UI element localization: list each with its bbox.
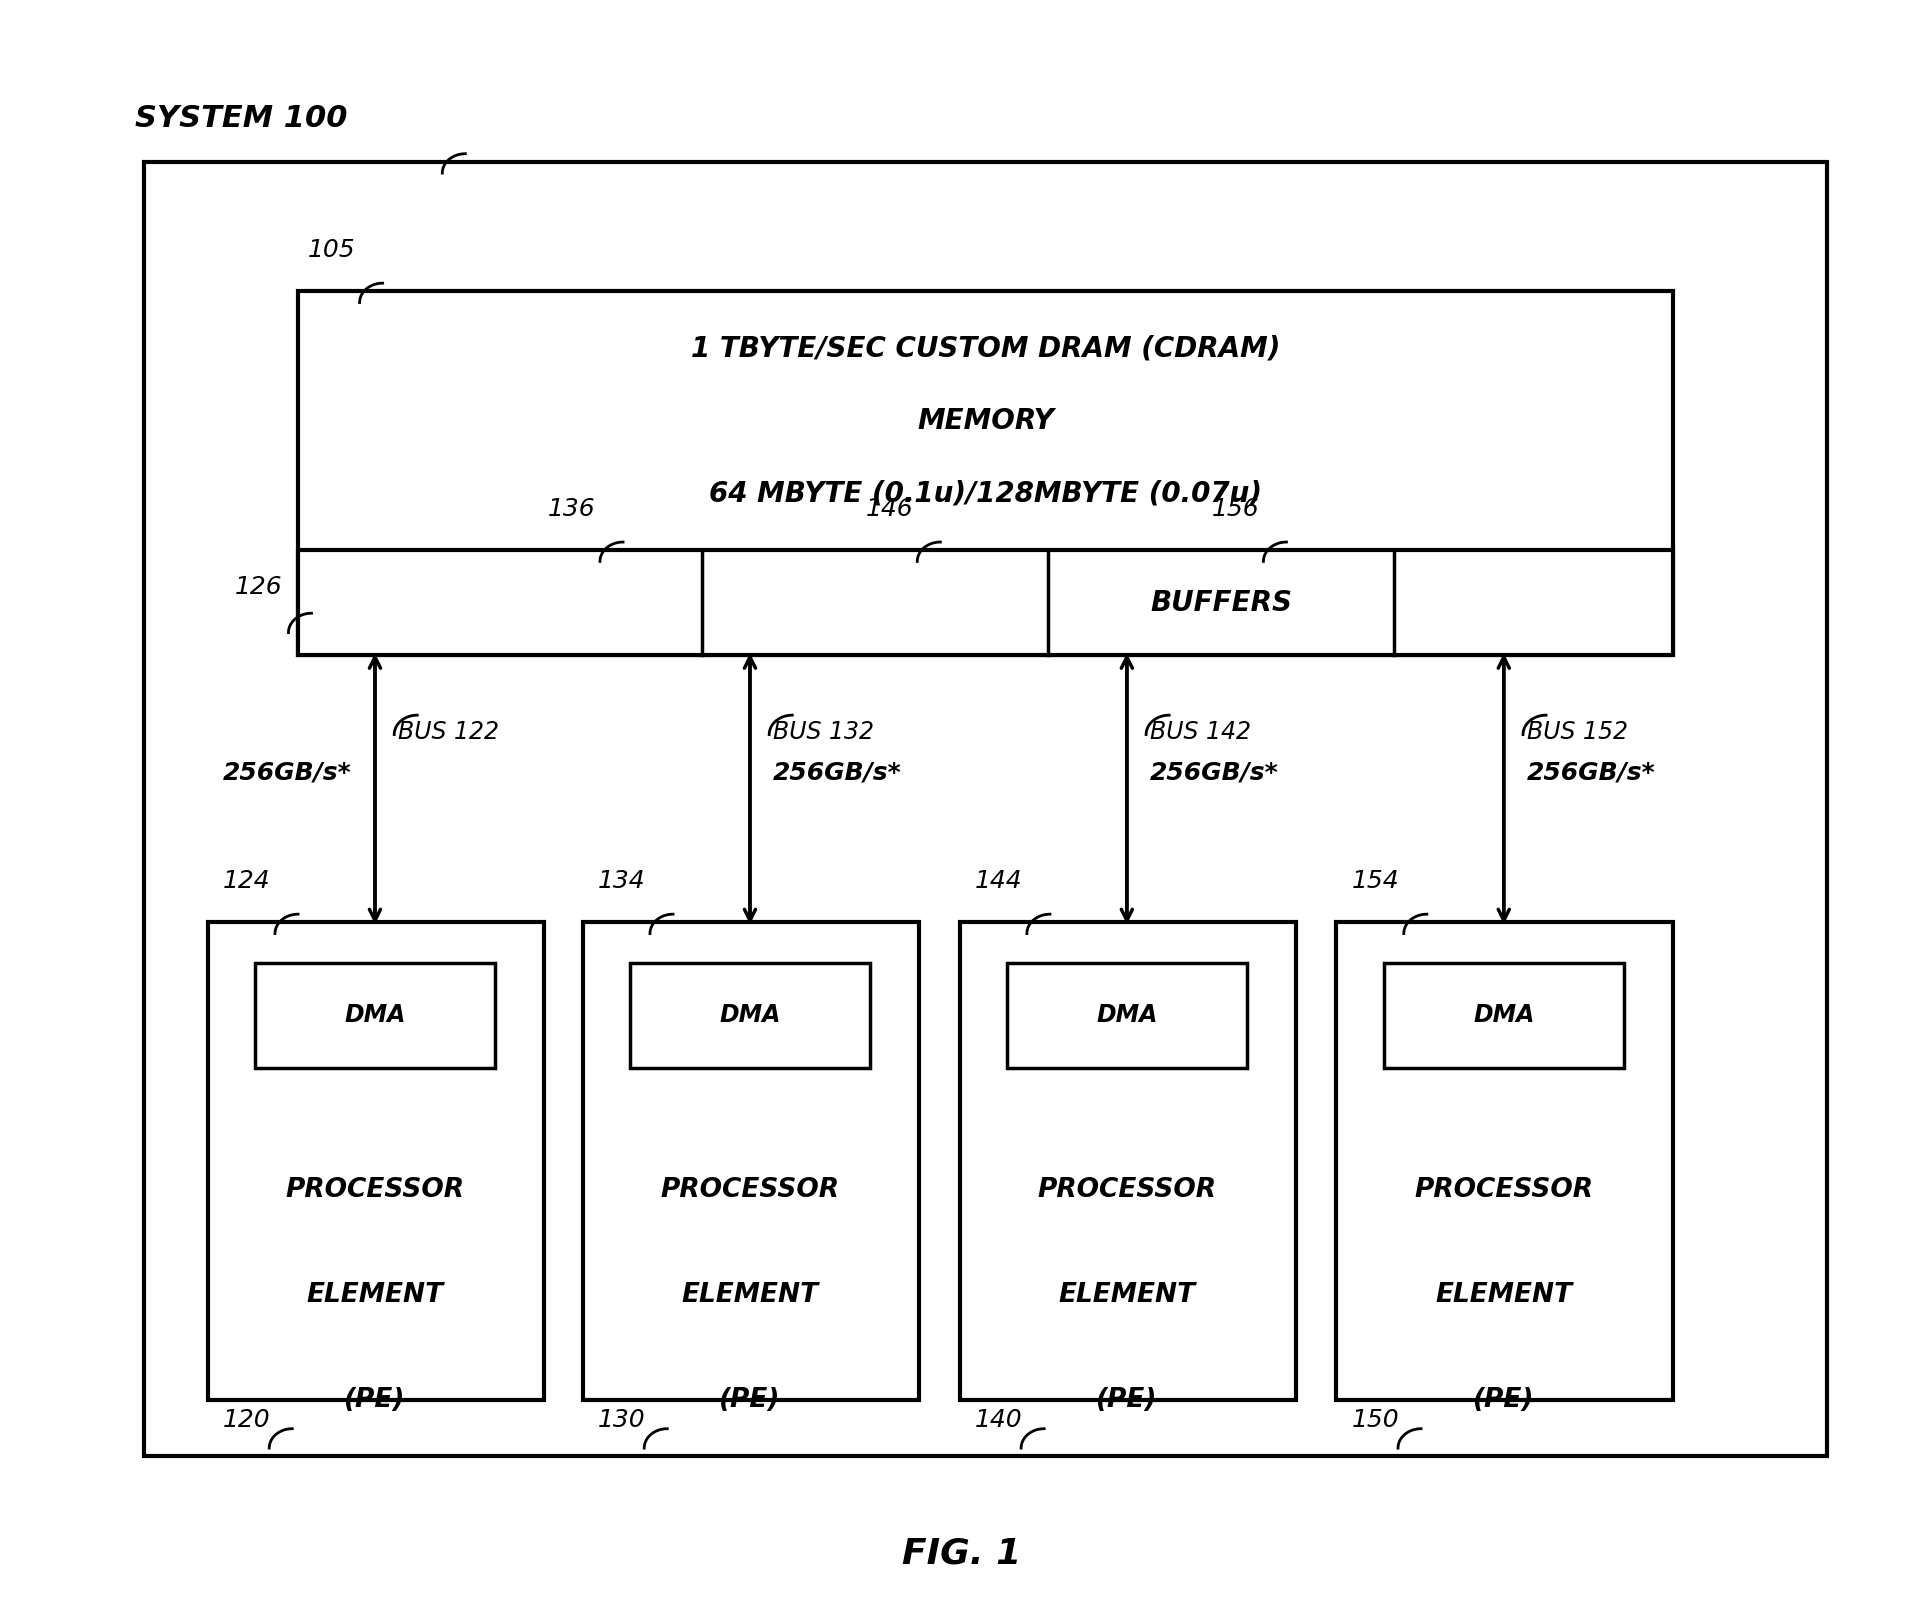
Bar <box>1008 963 1246 1068</box>
Bar <box>144 162 1827 1456</box>
Bar <box>631 963 869 1068</box>
Text: BUS 132: BUS 132 <box>773 720 875 744</box>
Text: DMA: DMA <box>719 1003 781 1027</box>
Text: DMA: DMA <box>1096 1003 1158 1027</box>
Text: 105: 105 <box>308 238 356 262</box>
Text: (PE): (PE) <box>1096 1387 1158 1413</box>
Text: 140: 140 <box>975 1408 1023 1432</box>
Text: DMA: DMA <box>1473 1003 1535 1027</box>
Bar <box>1385 963 1623 1068</box>
Text: BUS 142: BUS 142 <box>1150 720 1252 744</box>
Text: 144: 144 <box>975 869 1023 893</box>
Text: 130: 130 <box>598 1408 646 1432</box>
Text: 136: 136 <box>548 497 596 521</box>
Bar <box>208 922 544 1400</box>
Text: 120: 120 <box>223 1408 271 1432</box>
Text: 256GB/s*: 256GB/s* <box>223 760 352 785</box>
Text: 126: 126 <box>235 574 283 599</box>
Text: 124: 124 <box>223 869 271 893</box>
Text: BUS 152: BUS 152 <box>1527 720 1629 744</box>
Bar <box>298 550 1673 655</box>
Text: ELEMENT: ELEMENT <box>681 1281 819 1307</box>
Text: 150: 150 <box>1352 1408 1400 1432</box>
Text: 146: 146 <box>865 497 913 521</box>
Text: 134: 134 <box>598 869 646 893</box>
Text: 64 MBYTE (0.1u)/128MBYTE (0.07u): 64 MBYTE (0.1u)/128MBYTE (0.07u) <box>710 479 1261 506</box>
Text: 256GB/s*: 256GB/s* <box>773 760 902 785</box>
Bar <box>254 963 496 1068</box>
Bar <box>1336 922 1673 1400</box>
Text: 154: 154 <box>1352 869 1400 893</box>
Text: 256GB/s*: 256GB/s* <box>1527 760 1656 785</box>
Text: (PE): (PE) <box>1473 1387 1535 1413</box>
Text: ELEMENT: ELEMENT <box>1435 1281 1573 1307</box>
Bar <box>960 922 1296 1400</box>
Text: ELEMENT: ELEMENT <box>1058 1281 1196 1307</box>
Text: 256GB/s*: 256GB/s* <box>1150 760 1279 785</box>
Text: 156: 156 <box>1211 497 1260 521</box>
Text: (PE): (PE) <box>344 1387 406 1413</box>
Text: PROCESSOR: PROCESSOR <box>285 1176 465 1202</box>
Text: BUFFERS: BUFFERS <box>1150 589 1292 616</box>
Text: PROCESSOR: PROCESSOR <box>1036 1176 1217 1202</box>
Text: DMA: DMA <box>344 1003 406 1027</box>
Text: ELEMENT: ELEMENT <box>306 1281 444 1307</box>
Text: 1 TBYTE/SEC CUSTOM DRAM (CDRAM): 1 TBYTE/SEC CUSTOM DRAM (CDRAM) <box>690 335 1281 362</box>
Text: SYSTEM 100: SYSTEM 100 <box>135 104 348 133</box>
Text: PROCESSOR: PROCESSOR <box>660 1176 840 1202</box>
Bar <box>298 291 1673 655</box>
Text: BUS 122: BUS 122 <box>398 720 500 744</box>
Text: (PE): (PE) <box>719 1387 781 1413</box>
Bar <box>583 922 919 1400</box>
Text: PROCESSOR: PROCESSOR <box>1413 1176 1594 1202</box>
Text: MEMORY: MEMORY <box>917 406 1054 435</box>
Text: FIG. 1: FIG. 1 <box>902 1535 1021 1571</box>
